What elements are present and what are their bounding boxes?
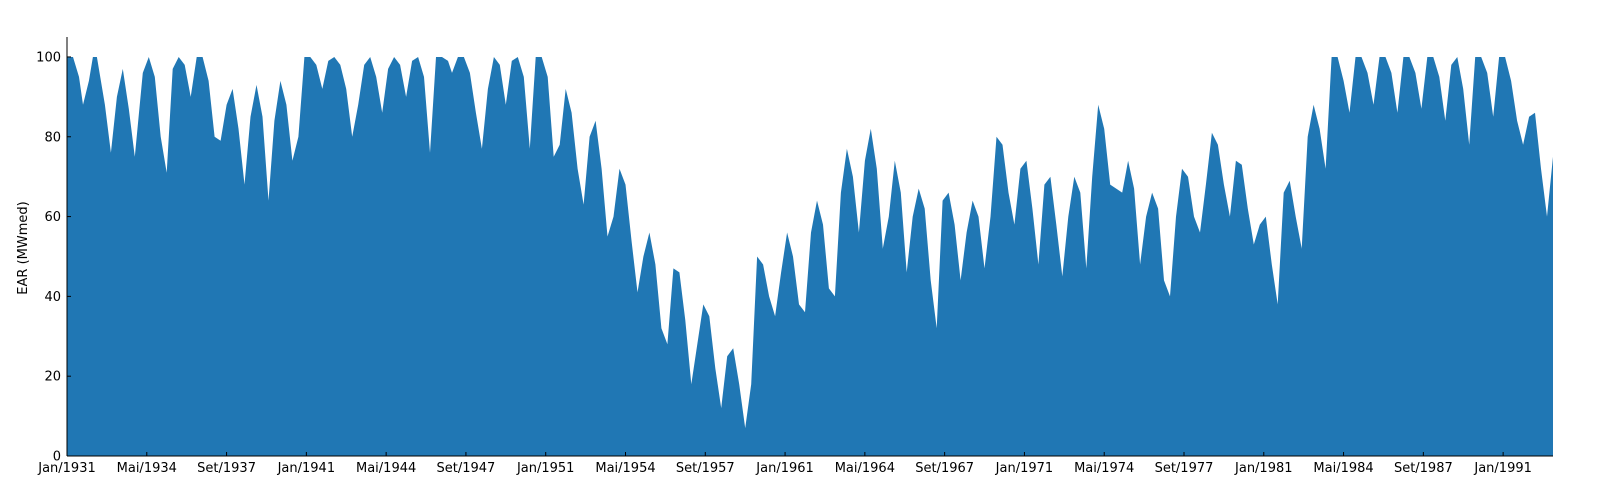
y-tick-label: 80 bbox=[44, 130, 61, 145]
x-tick-label: Set/1937 bbox=[197, 461, 256, 476]
x-tick-label: Set/1957 bbox=[676, 461, 735, 476]
x-tick-label: Jan/1991 bbox=[1473, 461, 1532, 476]
x-tick-label: Jan/1951 bbox=[516, 461, 575, 476]
y-tick-label: 100 bbox=[36, 50, 61, 65]
y-tick-label: 20 bbox=[44, 370, 61, 385]
x-tick-label: Jan/1931 bbox=[37, 461, 96, 476]
x-tick-label: Jan/1981 bbox=[1234, 461, 1293, 476]
y-axis: 0 20 40 60 80 100 bbox=[36, 37, 71, 465]
ear-area-series bbox=[67, 57, 1553, 456]
x-tick-label: Jan/1971 bbox=[995, 461, 1054, 476]
x-ticks: Jan/1931 Mai/1934 Set/1937 Jan/1941 Mai/1944… bbox=[37, 452, 1532, 476]
y-axis-title: EAR (MWmed) bbox=[16, 201, 31, 294]
x-tick-label: Mai/1964 bbox=[835, 461, 895, 476]
x-tick-label: Jan/1941 bbox=[277, 461, 336, 476]
x-tick-label: Set/1987 bbox=[1394, 461, 1453, 476]
y-tick-label: 40 bbox=[44, 290, 61, 305]
x-tick-label: Mai/1974 bbox=[1074, 461, 1134, 476]
x-tick-label: Jan/1961 bbox=[755, 461, 814, 476]
x-tick-label: Mai/1954 bbox=[595, 461, 655, 476]
x-tick-label: Set/1977 bbox=[1155, 461, 1214, 476]
x-tick-label: Mai/1944 bbox=[356, 461, 416, 476]
y-tick-label: 0 bbox=[53, 450, 61, 465]
x-tick-label: Set/1947 bbox=[437, 461, 496, 476]
x-axis: Jan/1931 Mai/1934 Set/1937 Jan/1941 Mai/1944… bbox=[37, 452, 1553, 476]
x-tick-label: Mai/1984 bbox=[1313, 461, 1373, 476]
y-ticks: 0 20 40 60 80 100 bbox=[36, 50, 71, 465]
x-tick-label: Set/1967 bbox=[915, 461, 974, 476]
x-tick-label: Mai/1934 bbox=[117, 461, 177, 476]
y-tick-label: 60 bbox=[44, 210, 61, 225]
plot-area bbox=[67, 57, 1553, 456]
